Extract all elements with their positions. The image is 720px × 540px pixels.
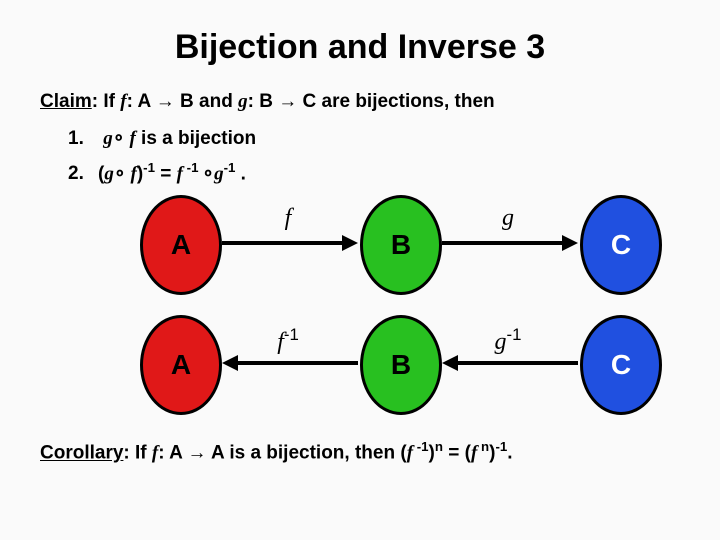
cor-pre: : If	[123, 443, 152, 464]
item-2-eq: =	[155, 163, 177, 184]
item-1-num: 1.	[68, 128, 98, 150]
item-2-ring: ∘	[114, 163, 126, 184]
cor-mid1: : A	[158, 443, 187, 464]
label-ginv-base: g	[495, 329, 507, 355]
cor-arrow: →	[187, 443, 206, 464]
label-f: f	[238, 205, 338, 232]
item-2-exp2: -1	[183, 160, 202, 175]
item-1-g: g	[103, 128, 113, 149]
label-finv-base: f	[277, 329, 284, 355]
claim-g: g	[238, 91, 248, 112]
claim-line: Claim: If f: A → B and g: B → C are bije…	[40, 91, 680, 113]
item-2-g3: g	[214, 163, 224, 184]
corollary-label: Corollary	[40, 443, 123, 464]
label-g: g	[458, 205, 558, 232]
claim-mid2: C are bijections, then	[297, 91, 494, 112]
cor-dot: .	[507, 443, 512, 464]
item-2-f: f	[126, 163, 137, 184]
label-finv: f-1	[238, 325, 338, 356]
diagram: A B C f g A B C f-1 g-1	[40, 195, 680, 425]
ellipse-c-2: C	[580, 315, 662, 415]
cor-em1: -1	[495, 439, 507, 454]
claim-label: Claim	[40, 91, 92, 112]
item-1-ring: ∘	[113, 128, 125, 149]
arrow-finv	[236, 361, 358, 365]
arrowhead-f	[342, 235, 358, 251]
label-finv-exp: -1	[284, 325, 299, 344]
arrowhead-g	[562, 235, 578, 251]
claim-prefix: : If	[92, 91, 121, 112]
arrow-g	[442, 241, 564, 245]
corollary-line: Corollary: If f: A → A is a bijection, t…	[40, 439, 680, 464]
claim-mid1: B and	[175, 91, 238, 112]
label-ginv-exp: -1	[507, 325, 522, 344]
item-2-ring3: ∘	[202, 163, 214, 184]
item-2-g: g	[104, 163, 114, 184]
arrowhead-finv	[222, 355, 238, 371]
claim-arrow2: →	[278, 91, 297, 112]
ellipse-a-2: A	[140, 315, 222, 415]
label-ginv: g-1	[458, 325, 558, 356]
item-1: 1. g∘ f is a bijection	[68, 127, 680, 150]
arrowhead-ginv	[442, 355, 458, 371]
cor-e2: n	[477, 439, 489, 454]
claim-sep2: : B	[248, 91, 279, 112]
item-1-f: f	[125, 128, 136, 149]
cor-en: n	[435, 439, 443, 454]
item-2-dot: .	[235, 163, 246, 184]
item-2-num: 2.	[68, 163, 98, 185]
cor-eq: =	[443, 443, 465, 464]
ellipse-a-1: A	[140, 195, 222, 295]
item-2: 2.(g∘ f)-1 = f -1 ∘g-1 .	[68, 160, 680, 185]
ellipse-b-2: B	[360, 315, 442, 415]
claim-sep1: : A	[127, 91, 156, 112]
ellipse-b-1: B	[360, 195, 442, 295]
item-2-exp1: -1	[143, 160, 155, 175]
arrow-ginv	[456, 361, 578, 365]
arrow-f	[222, 241, 344, 245]
ellipse-c-1: C	[580, 195, 662, 295]
item-1-after: is a bijection	[136, 128, 256, 149]
claim-arrow1: →	[156, 91, 175, 112]
page-title: Bijection and Inverse 3	[40, 28, 680, 67]
cor-mid2: A is a bijection, then	[206, 443, 400, 464]
cor-e1: -1	[413, 439, 429, 454]
item-2-exp3: -1	[224, 160, 236, 175]
